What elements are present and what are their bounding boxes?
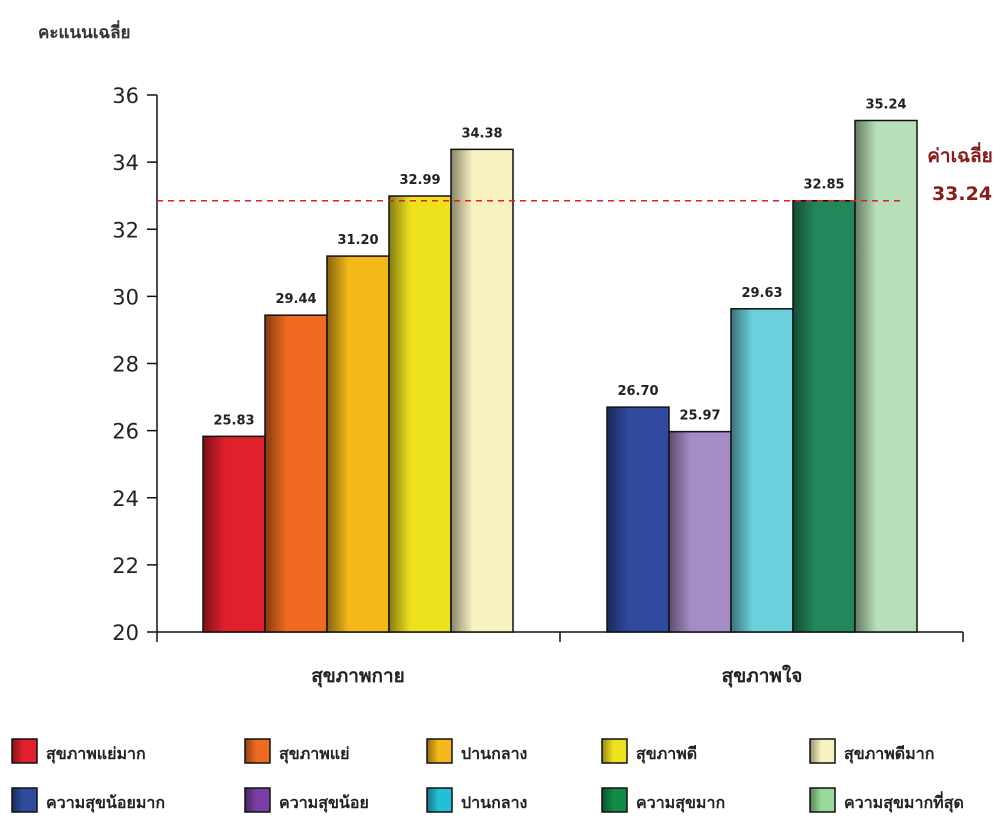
bar-value-label: 25.83 bbox=[213, 413, 254, 428]
legend: สุขภาพแย่มาก สุขภาพแย่ ปานกลาง สุขภาพดี สุขภ… bbox=[11, 738, 964, 813]
bars: 25.83 29.44 31.20 32.99 34.38 26.70 25.97 29.63… bbox=[202, 98, 918, 633]
y-tick-label: 20 bbox=[112, 621, 139, 645]
bar-value-label: 32.99 bbox=[399, 173, 440, 188]
y-tick-label: 36 bbox=[112, 84, 139, 108]
legend-label: ความสุขมาก bbox=[636, 793, 725, 813]
y-tick-label: 30 bbox=[112, 285, 139, 309]
y-tick-label: 24 bbox=[112, 487, 139, 511]
legend-swatch bbox=[244, 787, 271, 813]
bar bbox=[326, 255, 390, 633]
legend-swatch bbox=[426, 787, 453, 813]
bar bbox=[388, 195, 452, 633]
y-tick-label: 32 bbox=[112, 218, 139, 242]
legend-swatch bbox=[11, 787, 38, 813]
bar-value-label: 34.38 bbox=[461, 126, 502, 141]
bar bbox=[264, 314, 328, 633]
reference-line-value: 33.24 bbox=[932, 183, 992, 205]
bar-value-label: 32.85 bbox=[803, 178, 844, 193]
legend-label: ความสุขมากที่สุด bbox=[844, 791, 964, 813]
y-tick-label: 26 bbox=[112, 420, 139, 444]
bar-value-label: 29.63 bbox=[741, 286, 782, 301]
legend-swatch bbox=[244, 738, 271, 764]
bar bbox=[854, 119, 918, 633]
legend-label: ความสุขน้อยมาก bbox=[46, 793, 165, 813]
bar bbox=[606, 406, 670, 633]
legend-swatch bbox=[601, 738, 628, 764]
reference-line-group: ค่าเฉลี่ย 33.24 bbox=[157, 142, 993, 205]
legend-swatch bbox=[809, 738, 836, 764]
bar bbox=[792, 199, 856, 633]
bar-value-label: 31.20 bbox=[337, 233, 378, 248]
legend-swatch bbox=[809, 787, 836, 813]
legend-label: ความสุขน้อย bbox=[279, 793, 369, 813]
bar bbox=[668, 430, 732, 633]
legend-swatch bbox=[11, 738, 38, 764]
bar bbox=[730, 308, 794, 633]
y-axis-label: คะแนนเฉลี่ย bbox=[38, 20, 130, 43]
legend-label: ปานกลาง bbox=[461, 793, 527, 812]
legend-label: สุขภาพดี bbox=[636, 744, 697, 764]
x-category-label: สุขภาพกาย bbox=[311, 665, 405, 688]
x-category-label: สุขภาพใจ bbox=[722, 664, 803, 688]
bar-value-label: 26.70 bbox=[617, 384, 658, 399]
bar bbox=[450, 148, 514, 633]
legend-label: สุขภาพดีมาก bbox=[844, 744, 934, 764]
y-tick-label: 28 bbox=[112, 353, 139, 377]
bar-value-label: 25.97 bbox=[679, 409, 720, 424]
legend-swatch bbox=[426, 738, 453, 764]
y-tick-label: 34 bbox=[112, 151, 139, 175]
legend-label: ปานกลาง bbox=[461, 744, 527, 763]
bar bbox=[202, 435, 266, 633]
legend-label: สุขภาพแย่ bbox=[279, 744, 349, 764]
legend-swatch bbox=[601, 787, 628, 813]
axes: 20 22 24 26 28 30 32 34 36 สุขภาพกาย สุขภาพใจ bbox=[112, 84, 964, 688]
legend-label: สุขภาพแย่มาก bbox=[46, 744, 146, 764]
y-tick-label: 22 bbox=[112, 554, 139, 578]
bar-value-label: 35.24 bbox=[865, 98, 906, 113]
bar-value-label: 29.44 bbox=[275, 292, 316, 307]
reference-line-label: ค่าเฉลี่ย bbox=[927, 142, 993, 167]
